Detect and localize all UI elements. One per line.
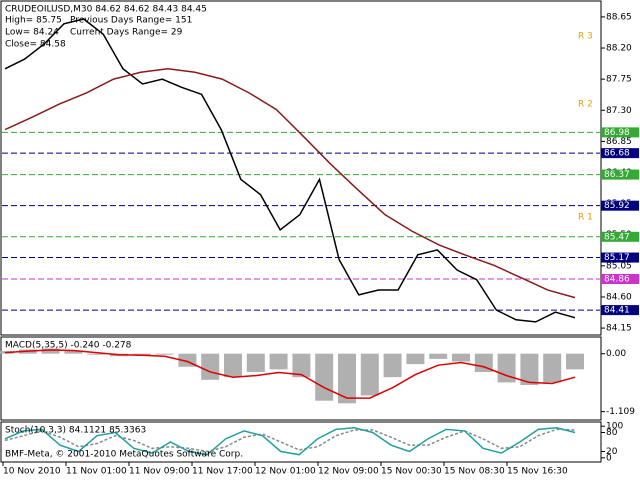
level-box xyxy=(601,200,639,211)
level-box xyxy=(601,148,639,159)
macd-bar xyxy=(338,353,356,404)
stoch-main xyxy=(4,426,576,456)
macd-bar xyxy=(292,353,311,378)
y-tick-label: 88.20 xyxy=(606,44,632,54)
annotation: Previous Days Range= 151 xyxy=(70,16,192,26)
stoch-title: Stoch(10,3,3) 84.1121 85.3363 xyxy=(5,426,146,436)
y-tick-label: 100 xyxy=(606,422,623,432)
stoch-signal xyxy=(4,428,576,453)
macd-bar xyxy=(429,353,448,359)
macd-bar xyxy=(224,353,242,378)
macd-bar xyxy=(474,353,493,372)
x-tick-label: 11 Nov 17:00 xyxy=(192,467,253,477)
level-label: 84.86 xyxy=(604,274,630,284)
macd-bar xyxy=(246,353,265,372)
level-name: R 3 xyxy=(578,32,593,42)
x-tick-label: 15 Nov 16:30 xyxy=(507,467,568,477)
macd-bar xyxy=(543,353,562,383)
plot-layer xyxy=(0,18,600,456)
macd-bar xyxy=(269,353,288,370)
macd-bar xyxy=(64,350,83,354)
macd-bar xyxy=(497,353,516,383)
level-label: 85.47 xyxy=(604,232,630,242)
level-box xyxy=(601,273,639,284)
x-tick-label: 12 Nov 09:00 xyxy=(318,467,379,477)
copyright: BMF-Meta, © 2001-2010 MetaQuotes Softwar… xyxy=(5,450,243,460)
main-panel xyxy=(0,0,602,336)
x-tick-label: 10 Nov 2010 xyxy=(3,467,61,477)
macd-bar xyxy=(155,353,174,355)
x-tick-label: 11 Nov 01:00 xyxy=(66,467,127,477)
macd-bar xyxy=(406,353,425,365)
annotation: Current Days Range= 29 xyxy=(70,28,183,38)
y-tick-label: 80 xyxy=(606,428,618,438)
y-tick-label: 84.15 xyxy=(606,324,632,334)
level-label: 86.68 xyxy=(604,149,630,159)
macd-bar xyxy=(383,353,402,378)
chart-title: CRUDEOILUSD,M30 84.62 84.62 84.43 84.45 xyxy=(5,5,207,15)
y-tick-label: 87.30 xyxy=(606,106,632,116)
x-tick-label: 15 Nov 08:30 xyxy=(444,467,505,477)
y-tick-label: 20 xyxy=(606,447,618,457)
y-tick-label: 0.00 xyxy=(606,349,626,359)
macd-bar xyxy=(201,353,220,380)
level-label: 85.92 xyxy=(604,201,630,211)
y-tick-label: 85.05 xyxy=(606,261,632,271)
x-tick-label: 11 Nov 09:00 xyxy=(129,467,190,477)
moving-average xyxy=(4,68,576,299)
macd-bar xyxy=(87,353,106,355)
level-label: 86.37 xyxy=(604,170,630,180)
macd-bar xyxy=(520,353,539,386)
macd-title: MACD(5,35,5) -0.240 -0.278 xyxy=(5,341,132,351)
y-tick-label: -1.109 xyxy=(606,407,635,417)
annotation: High= 85.75 xyxy=(5,16,62,26)
level-box xyxy=(601,252,639,263)
level-label: 85.17 xyxy=(604,253,630,263)
y-tick-label: 86.85 xyxy=(606,137,632,147)
level-name: R 2 xyxy=(578,100,593,110)
level-box xyxy=(601,169,639,180)
annotation: Low= 84.24 xyxy=(5,28,59,38)
macd-bar xyxy=(315,353,334,401)
x-tick-label: 12 Nov 01:00 xyxy=(255,467,316,477)
y-tick-label: 87.75 xyxy=(606,75,632,85)
x-tick-label: 15 Nov 00:30 xyxy=(381,467,442,477)
level-box xyxy=(601,127,639,138)
price-line xyxy=(4,18,576,323)
level-label: 84.41 xyxy=(604,306,630,316)
y-tick-label: 84.60 xyxy=(606,292,632,302)
macd-bar xyxy=(41,348,60,354)
level-box xyxy=(601,305,639,316)
macd-bar xyxy=(566,353,584,370)
annotation: Close= 84.58 xyxy=(5,40,66,50)
macd-signal xyxy=(4,349,576,399)
macd-bar xyxy=(452,353,470,362)
macd-bar xyxy=(132,353,151,356)
level-box xyxy=(601,231,639,242)
macd-bar xyxy=(360,353,379,396)
level-label: 86.98 xyxy=(604,128,630,138)
y-tick-label: 0 xyxy=(606,453,612,463)
y-tick-label: 88.65 xyxy=(606,12,632,22)
level-name: R 1 xyxy=(578,213,593,223)
